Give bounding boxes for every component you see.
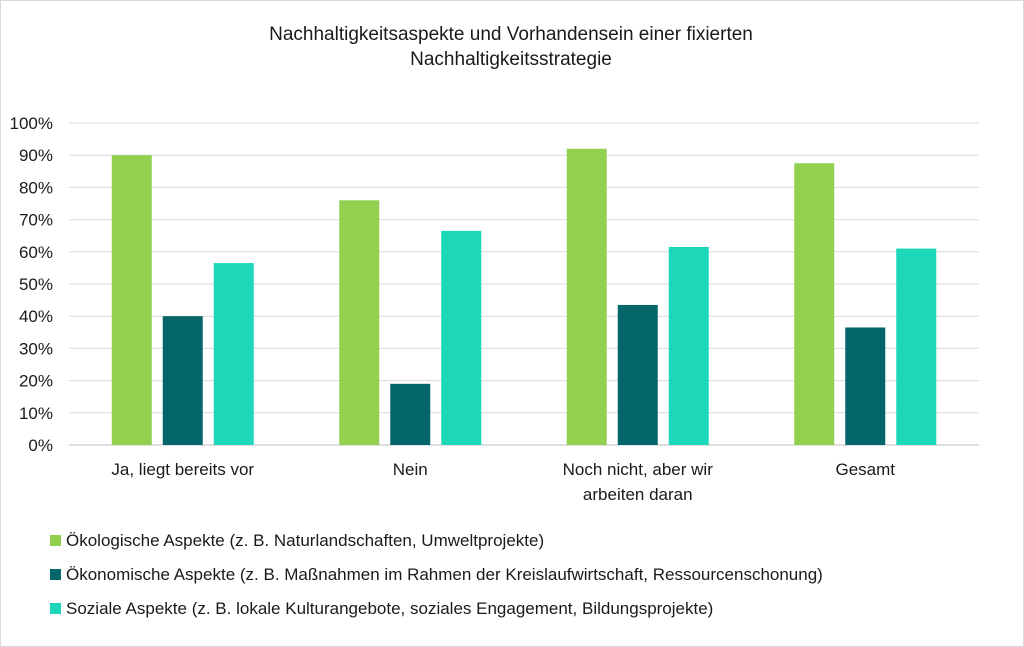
- bar-series-1-category-1: [111, 155, 152, 445]
- bar-series-3-category-1: [213, 263, 254, 445]
- y-tick-label: 50%: [19, 275, 53, 294]
- y-tick-label: 60%: [19, 243, 53, 262]
- legend-label-1: Ökologische Aspekte (z. B. Naturlandscha…: [66, 531, 544, 550]
- bar-series-1-category-3: [566, 148, 607, 445]
- y-tick-label: 10%: [19, 404, 53, 423]
- bar-series-3-category-4: [896, 248, 937, 445]
- chart-title-line-2: Nachhaltigkeitsstrategie: [410, 49, 612, 70]
- y-tick-label: 0%: [28, 436, 53, 455]
- y-tick-label: 70%: [19, 211, 53, 230]
- y-tick-label: 20%: [19, 372, 53, 391]
- y-tick-label: 30%: [19, 339, 53, 358]
- bar-series-3-category-3: [668, 246, 709, 445]
- chart-title-line-1: Nachhaltigkeitsaspekte und Vorhandensein…: [269, 24, 753, 45]
- y-tick-label: 90%: [19, 146, 53, 165]
- category-label-3: Noch nicht, aber wir: [563, 460, 714, 479]
- bar-series-2-category-3: [617, 304, 658, 445]
- legend-label-2: Ökonomische Aspekte (z. B. Maßnahmen im …: [66, 565, 823, 584]
- bar-series-2-category-4: [845, 327, 886, 445]
- legend-swatch-3: [50, 603, 61, 614]
- category-label-3: arbeiten daran: [583, 485, 693, 504]
- y-tick-label: 80%: [19, 178, 53, 197]
- legend-swatch-1: [50, 535, 61, 546]
- y-tick-label: 40%: [19, 307, 53, 326]
- category-label-4: Gesamt: [835, 460, 895, 479]
- bar-series-1-category-4: [794, 163, 835, 445]
- legend-label-3: Soziale Aspekte (z. B. lokale Kulturange…: [66, 599, 713, 618]
- bar-series-1-category-2: [339, 200, 380, 445]
- bar-series-2-category-1: [162, 316, 203, 445]
- y-tick-label: 100%: [10, 114, 53, 133]
- category-label-1: Ja, liegt bereits vor: [111, 460, 254, 479]
- category-label-2: Nein: [393, 460, 428, 479]
- bar-series-3-category-2: [441, 230, 482, 445]
- bar-series-2-category-2: [390, 383, 431, 445]
- legend-swatch-2: [50, 569, 61, 580]
